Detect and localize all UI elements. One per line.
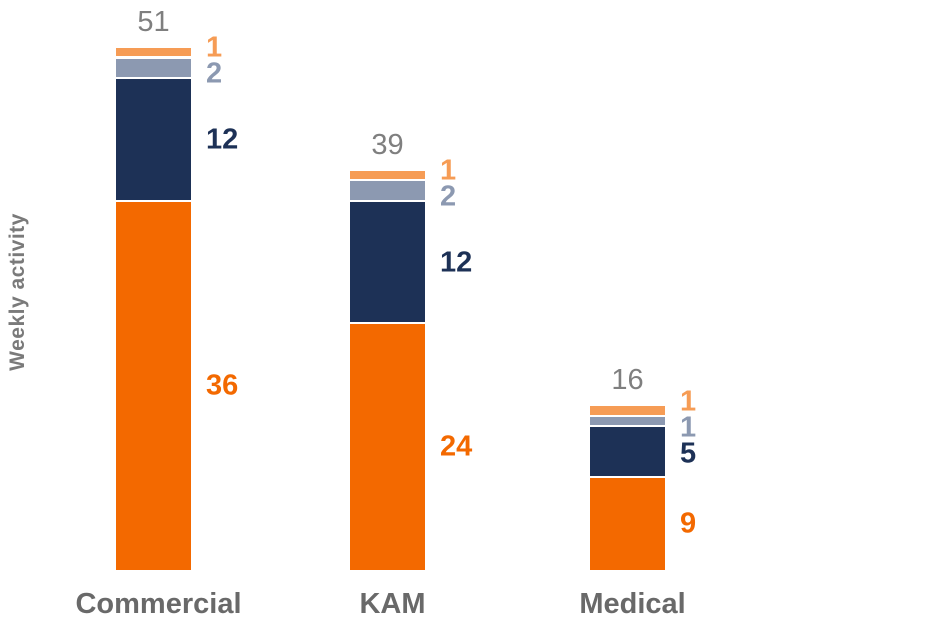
segment-value-label: 36 xyxy=(206,369,239,402)
bar-segment-blue-gray-segment xyxy=(350,181,425,202)
segment-value-label: 12 xyxy=(206,123,239,156)
bar-segment-blue-gray-segment xyxy=(590,416,665,427)
category-label: Commercial xyxy=(75,588,242,620)
segment-value-label: 1 xyxy=(206,31,223,64)
segment-value-label: 24 xyxy=(440,430,473,463)
segment-value-label: 12 xyxy=(440,246,473,279)
bar-segment-navy-segment xyxy=(116,78,191,202)
bar-segment-light-orange-segment xyxy=(350,171,425,182)
category-label: Medical xyxy=(579,588,686,620)
bar-segment-orange-segment xyxy=(116,201,191,570)
segment-value-label: 2 xyxy=(440,180,457,213)
total-label: 39 xyxy=(371,129,404,162)
bar-segment-navy-segment xyxy=(350,201,425,325)
bar-segment-orange-segment xyxy=(350,324,425,570)
segment-value-label: 1 xyxy=(680,385,697,418)
segment-value-label: 2 xyxy=(206,57,223,90)
bar-segment-orange-segment xyxy=(590,477,665,570)
total-label: 16 xyxy=(611,364,644,397)
bar-segment-light-orange-segment xyxy=(116,48,191,59)
segment-value-label: 5 xyxy=(680,437,697,470)
bar-segment-navy-segment xyxy=(590,426,665,478)
segment-value-label: 1 xyxy=(440,154,457,187)
segment-value-label: 9 xyxy=(680,507,697,540)
bar-segment-light-orange-segment xyxy=(590,406,665,417)
total-label: 51 xyxy=(137,6,170,39)
segment-value-label: 1 xyxy=(680,411,697,444)
bar-segment-blue-gray-segment xyxy=(116,58,191,79)
category-label: KAM xyxy=(359,588,426,620)
